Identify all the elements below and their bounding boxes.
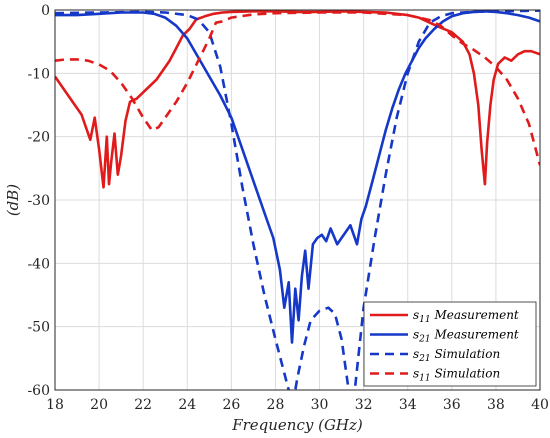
- y-tick-label: -60: [27, 383, 50, 399]
- x-tick-label: 28: [267, 397, 285, 413]
- x-tick-label: 18: [46, 397, 64, 413]
- legend-label: s11 Measurement: [413, 308, 519, 325]
- y-tick-label: -20: [27, 130, 50, 146]
- x-tick-label: 20: [90, 397, 108, 413]
- y-tick-label: 0: [41, 3, 50, 19]
- x-tick-label: 22: [134, 397, 152, 413]
- tick-labels: 18 20 22 24 26 28 30 32 34 36 38 40 0 -10 -20 -30 -40 -50…: [27, 3, 548, 413]
- legend-label: s21 Measurement: [413, 328, 519, 345]
- y-tick-label: -40: [27, 256, 50, 272]
- y-tick-label: -10: [27, 66, 50, 82]
- x-tick-label: 30: [311, 397, 329, 413]
- legend-label: s11 Simulation: [413, 367, 500, 384]
- x-tick-label: 34: [399, 397, 417, 413]
- x-tick-label: 36: [443, 397, 461, 413]
- x-axis-label: Frequency (GHz): [231, 416, 363, 434]
- series-line-s21-simulation: [55, 10, 540, 390]
- x-tick-label: 38: [487, 397, 505, 413]
- plot-frame: [54, 9, 541, 391]
- x-tick-label: 24: [178, 397, 196, 413]
- series-lines: [55, 10, 540, 390]
- series-line-s21-measurement: [55, 10, 540, 344]
- series-line-s11-simulation: [55, 11, 540, 166]
- legend: s11 Measurement s21 Measurement s21 Simula…: [363, 301, 537, 387]
- y-tick-label: -30: [27, 193, 50, 209]
- legend-label: s21 Simulation: [413, 347, 500, 364]
- series-line-s11-measurement: [55, 10, 540, 189]
- x-tick-label: 40: [531, 397, 549, 413]
- y-tick-label: -50: [27, 320, 50, 336]
- x-tick-label: 32: [355, 397, 373, 413]
- y-axis-label: (dB): [4, 184, 22, 216]
- x-tick-label: 26: [222, 397, 240, 413]
